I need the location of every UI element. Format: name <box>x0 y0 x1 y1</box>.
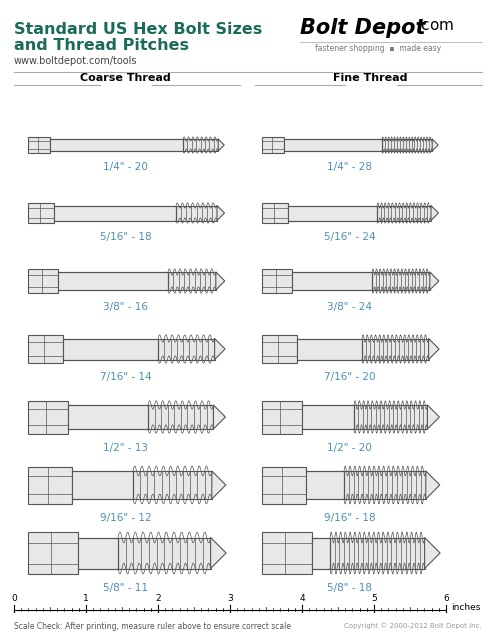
Bar <box>330 538 425 568</box>
Text: 3: 3 <box>227 594 233 603</box>
Text: 3/8" - 16: 3/8" - 16 <box>103 302 148 312</box>
Bar <box>262 335 297 363</box>
Text: 7/16" - 14: 7/16" - 14 <box>99 372 151 382</box>
Bar <box>118 538 210 568</box>
Text: 7/16" - 20: 7/16" - 20 <box>324 372 375 382</box>
Text: and Thread Pitches: and Thread Pitches <box>14 38 189 53</box>
Text: $\mathbf{\cdot}$com: $\mathbf{\cdot}$com <box>415 18 454 33</box>
Polygon shape <box>212 471 226 499</box>
Polygon shape <box>426 471 440 499</box>
Bar <box>58 272 168 290</box>
Bar <box>297 339 362 360</box>
Bar <box>288 205 377 221</box>
Text: Copyright © 2000-2012 Bolt Depot Inc.: Copyright © 2000-2012 Bolt Depot Inc. <box>344 622 482 628</box>
Polygon shape <box>432 139 438 151</box>
Text: 1/2" - 20: 1/2" - 20 <box>327 442 372 452</box>
Text: www.boltdepot.com/tools: www.boltdepot.com/tools <box>14 56 138 66</box>
Text: 1/4" - 28: 1/4" - 28 <box>327 162 372 172</box>
Bar <box>344 471 426 499</box>
Polygon shape <box>215 339 225 360</box>
Bar <box>176 205 217 221</box>
Bar <box>262 137 284 153</box>
Polygon shape <box>430 272 439 290</box>
Text: 5/8" - 18: 5/8" - 18 <box>327 583 372 593</box>
Bar <box>262 269 292 293</box>
Bar <box>312 538 330 568</box>
Bar <box>306 471 344 499</box>
Bar <box>292 272 372 290</box>
Bar <box>183 139 218 151</box>
Bar <box>28 269 58 293</box>
Bar <box>28 203 54 223</box>
Text: 9/16" - 18: 9/16" - 18 <box>324 513 375 522</box>
Polygon shape <box>217 205 225 221</box>
Text: 5/16" - 18: 5/16" - 18 <box>99 232 151 242</box>
Polygon shape <box>431 205 439 221</box>
Bar <box>50 139 183 151</box>
Polygon shape <box>427 405 440 429</box>
Polygon shape <box>216 272 225 290</box>
Text: 1: 1 <box>83 594 89 603</box>
Text: 1/2" - 13: 1/2" - 13 <box>103 442 148 452</box>
Text: 6: 6 <box>443 594 449 603</box>
Text: 9/16" - 12: 9/16" - 12 <box>99 513 151 522</box>
Text: Scale Check: After printing, measure ruler above to ensure correct scale: Scale Check: After printing, measure rul… <box>14 622 291 631</box>
Polygon shape <box>210 538 226 568</box>
Bar <box>262 467 306 504</box>
Bar <box>78 538 118 568</box>
Text: Fine Thread: Fine Thread <box>333 73 407 83</box>
Bar <box>262 203 288 223</box>
Bar <box>28 467 72 504</box>
Bar <box>168 272 216 290</box>
Text: 0: 0 <box>11 594 17 603</box>
Polygon shape <box>425 538 440 568</box>
Text: 3/8" - 24: 3/8" - 24 <box>327 302 372 312</box>
Text: Coarse Thread: Coarse Thread <box>80 73 170 83</box>
Bar <box>302 405 354 429</box>
Bar <box>372 272 430 290</box>
Bar <box>28 401 68 433</box>
Polygon shape <box>218 139 224 151</box>
Bar <box>354 405 427 429</box>
Polygon shape <box>213 405 225 429</box>
Text: Standard US Hex Bolt Sizes: Standard US Hex Bolt Sizes <box>14 22 262 37</box>
Bar <box>284 139 382 151</box>
Bar <box>63 339 158 360</box>
Text: 2: 2 <box>155 594 161 603</box>
Bar <box>68 405 148 429</box>
Bar <box>72 471 133 499</box>
Bar <box>28 335 63 363</box>
Text: inches: inches <box>451 602 480 611</box>
Bar <box>377 205 431 221</box>
Bar <box>158 339 215 360</box>
Bar <box>148 405 213 429</box>
Polygon shape <box>429 339 439 360</box>
Text: 5/8" - 11: 5/8" - 11 <box>103 583 148 593</box>
Text: 5: 5 <box>371 594 377 603</box>
Text: 4: 4 <box>299 594 305 603</box>
Text: 1/4" - 20: 1/4" - 20 <box>103 162 148 172</box>
Text: 5/16" - 24: 5/16" - 24 <box>324 232 375 242</box>
Bar <box>54 205 176 221</box>
Bar <box>262 401 302 433</box>
Bar <box>133 471 212 499</box>
Bar <box>382 139 432 151</box>
Bar <box>28 532 78 574</box>
Text: Bolt Depot: Bolt Depot <box>300 18 426 38</box>
Bar <box>362 339 429 360</box>
Text: fastener shopping  ▪  made easy: fastener shopping ▪ made easy <box>315 44 441 53</box>
Bar <box>28 137 50 153</box>
Bar <box>262 532 312 574</box>
